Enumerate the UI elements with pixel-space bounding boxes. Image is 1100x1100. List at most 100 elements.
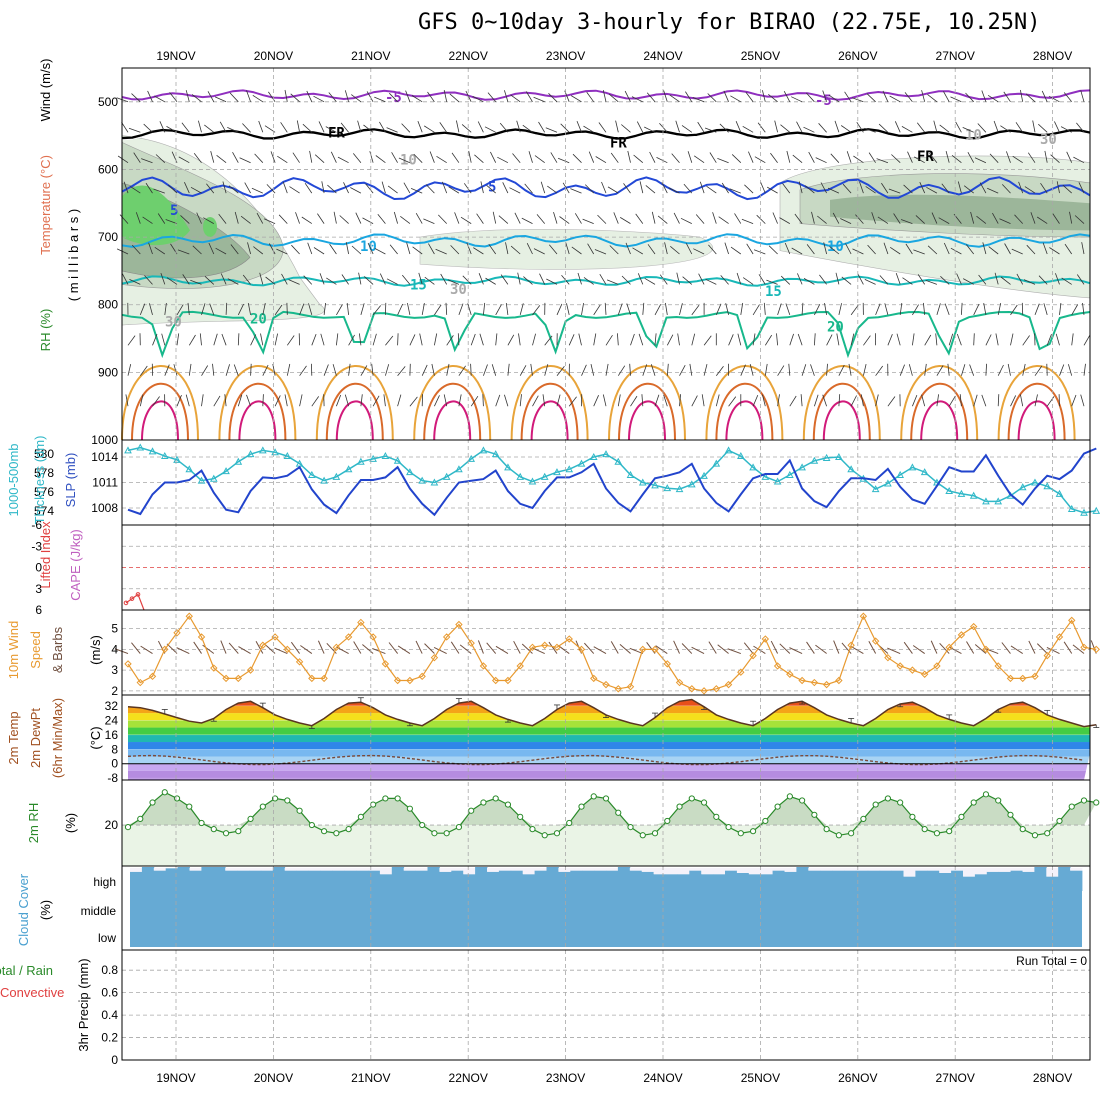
wind-barb — [1071, 304, 1079, 316]
wind-barb — [141, 158, 153, 164]
wind-barb — [1074, 215, 1085, 224]
wind-barb — [834, 120, 840, 133]
wind-barb — [1083, 363, 1086, 376]
wind-speed-contour — [131, 382, 189, 441]
wind-barb — [855, 214, 864, 224]
wind-barb — [429, 151, 435, 163]
wind-barb — [903, 641, 913, 654]
rh2m-point — [749, 828, 757, 835]
wind-barb — [352, 153, 362, 163]
rh2m-point — [946, 828, 953, 835]
cloud-high-label: high — [93, 875, 116, 889]
rh2m-point — [1080, 797, 1088, 804]
thickness-point — [246, 450, 255, 458]
wind-barb — [495, 394, 501, 407]
cloud-high-bar — [320, 870, 333, 891]
pressure-tick: 700 — [98, 230, 118, 244]
wind-barb — [605, 334, 613, 346]
wind-barb — [727, 648, 741, 655]
wind-barb — [1060, 126, 1072, 133]
wind-barb — [1038, 275, 1048, 285]
cloud-high-bar — [510, 870, 524, 891]
wind-barb — [143, 123, 153, 133]
rh2m-point — [848, 830, 855, 837]
wind-barb — [319, 273, 325, 285]
wind-barb — [274, 304, 283, 316]
precip-total-label: Total / Rain — [0, 963, 53, 978]
wind-barb — [939, 642, 950, 654]
wind-barb — [1071, 394, 1077, 407]
wind-barb — [593, 304, 601, 316]
pressure-tick: 500 — [98, 95, 118, 109]
wind-barb — [403, 182, 411, 194]
cloud-high-bar — [427, 867, 440, 891]
wind-barb — [1063, 92, 1073, 103]
wind-barb — [176, 647, 190, 654]
cloud-high-bar — [760, 874, 773, 891]
wind-barb — [627, 150, 631, 163]
wind-speed-point — [234, 674, 243, 683]
thickness-point — [798, 463, 806, 471]
wind-barb — [729, 188, 741, 194]
cloud-high-bar — [344, 870, 357, 891]
cloud-high-bar — [1010, 870, 1023, 891]
wind-barb — [497, 156, 509, 164]
wind-barb — [651, 211, 656, 224]
cloud-high-gap — [558, 868, 571, 872]
wind-barb — [502, 182, 509, 194]
cloud-high-bar — [772, 870, 785, 891]
wind-barb — [439, 122, 448, 133]
wind-barb — [359, 333, 362, 346]
wind-barb — [477, 121, 484, 133]
wind-barb — [433, 646, 447, 654]
isotherm-15 — [121, 275, 1091, 287]
wind-speed-point — [491, 676, 500, 685]
rh2m-point — [492, 795, 499, 802]
wind-barb — [602, 394, 607, 407]
wind-barb — [252, 94, 264, 103]
wind-barb — [814, 394, 819, 407]
wind-barb — [366, 91, 374, 102]
wind-speed-point — [1092, 645, 1100, 654]
wind-barb — [846, 151, 852, 163]
rh2m-point — [296, 807, 303, 814]
wind-barb — [379, 273, 386, 285]
wind-barb — [798, 181, 803, 194]
wind-barb — [838, 364, 845, 376]
wind-barb — [766, 279, 778, 285]
wind-barb — [191, 94, 202, 103]
cloud-high-gap — [332, 868, 345, 871]
wind-barb — [826, 363, 828, 376]
lifted-index-point — [135, 592, 141, 597]
wind-barb — [1026, 244, 1036, 255]
wind-speed-contour — [900, 365, 979, 441]
isotherm-freezing-inner — [121, 130, 1091, 141]
wind-speed-contour — [530, 400, 569, 441]
precip-conv-label: Convective — [0, 985, 64, 1000]
wind-barb — [238, 646, 251, 654]
wind-barb — [599, 273, 607, 285]
wind-barb — [679, 303, 683, 315]
wind-barb — [153, 188, 165, 194]
wind-barb — [1072, 644, 1085, 654]
wind-barb — [936, 303, 941, 316]
wind-barb — [712, 212, 717, 224]
temp-tick: 24 — [105, 713, 119, 727]
wind-barb — [166, 277, 178, 285]
wind-barb — [229, 92, 239, 103]
wind-barb — [721, 182, 729, 194]
wind-speed-point — [553, 643, 561, 652]
wind-barb — [979, 182, 987, 194]
wind-speed-point — [982, 645, 990, 654]
rh2m-point — [995, 797, 1002, 804]
pressure-tick: 1000 — [91, 433, 118, 447]
cloud-high-gap — [760, 868, 773, 875]
rh2m-point — [394, 795, 401, 802]
wind-barb — [708, 244, 717, 255]
wind-barb — [355, 212, 362, 224]
thickness-point — [1031, 478, 1039, 486]
wind-barb — [372, 333, 377, 346]
cloud-high-bar — [391, 867, 405, 891]
thickness-point — [602, 450, 610, 458]
wind-barb — [451, 152, 460, 163]
